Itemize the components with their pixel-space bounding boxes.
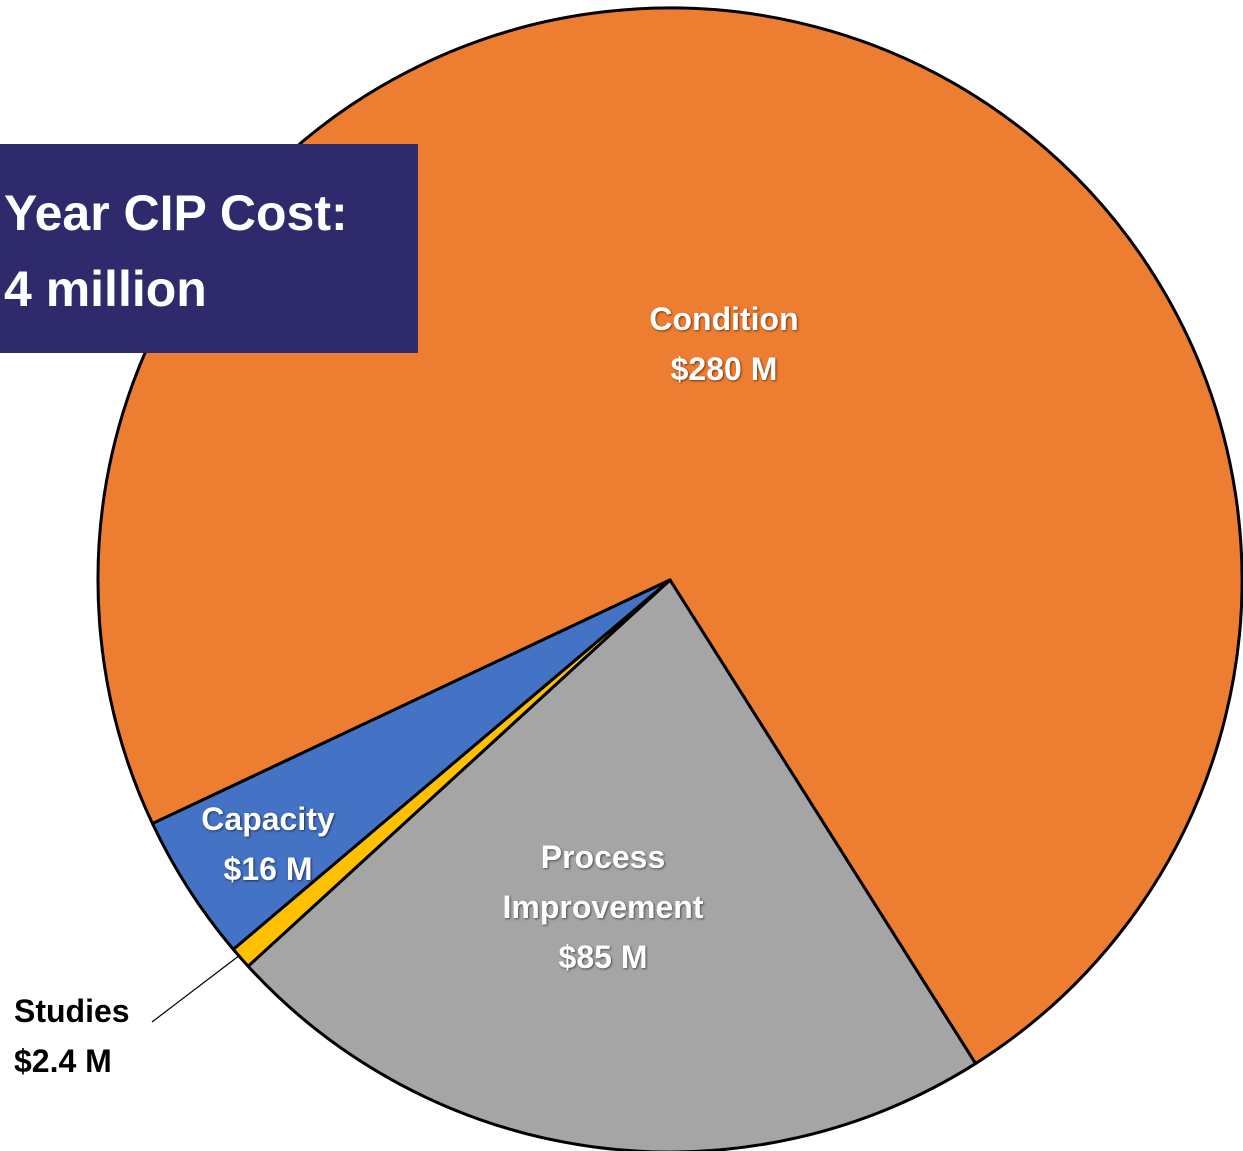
title-box: Year CIP Cost: 4 million [0,144,418,353]
pie-slice [246,578,978,1151]
pie-slice [150,578,672,951]
label-name: Process Improvement [502,839,704,925]
leader-line [151,954,241,1023]
chart-subtitle: 4 million [4,261,207,317]
label-name: Studies [14,993,130,1029]
chart-title: Year CIP Cost: [4,185,348,241]
label-value: $2.4 M [14,1043,112,1079]
data-label: Studies $2.4 M [14,986,214,1086]
data-label: Condition $280 M [574,294,874,394]
label-value: $16 M [223,851,313,887]
label-value: $85 M [558,939,648,975]
label-name: Capacity [201,801,335,837]
label-value: $280 M [670,351,778,387]
data-label: Process Improvement $85 M [463,832,743,982]
data-label: Capacity $16 M [148,794,388,894]
label-name: Condition [649,301,799,337]
